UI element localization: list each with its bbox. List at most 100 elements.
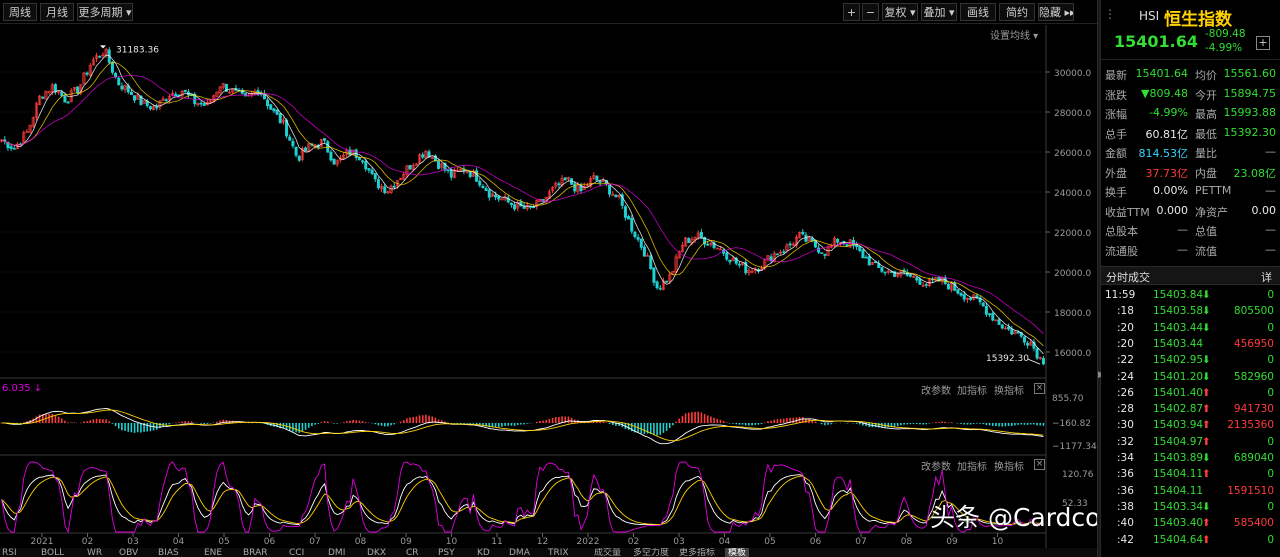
zoom-in-button[interactable]: + — [843, 3, 860, 21]
candle-body — [817, 247, 821, 253]
simple-button[interactable]: 简约 — [999, 3, 1035, 21]
candle-body — [196, 103, 200, 105]
candle-body — [209, 100, 213, 103]
overlay-button[interactable]: 叠加 ▾ — [921, 3, 957, 21]
macd-add-indicator-button[interactable]: 加指标 — [957, 386, 987, 397]
candle-body — [573, 183, 577, 192]
candle-body — [991, 313, 995, 321]
draw-line-button[interactable]: 画线 — [960, 3, 996, 21]
tick-arrow-icon: ⬆ — [1202, 517, 1211, 530]
quote-label-right: 流值 — [1195, 244, 1217, 258]
indicator-tab[interactable]: ENE — [204, 548, 223, 557]
candle-body — [630, 218, 634, 232]
week-button[interactable]: 周线 — [3, 3, 37, 21]
indicator-tab[interactable]: 多空力度 — [633, 548, 670, 557]
candle-body — [962, 294, 966, 300]
fuquan-button[interactable]: 复权 ▾ — [882, 3, 918, 21]
hide-button[interactable]: 隐藏 ▸▸ — [1038, 3, 1074, 21]
indicator-tab[interactable]: DMA — [509, 548, 530, 557]
x-tick-label: 12 — [537, 537, 548, 547]
candle-body — [633, 231, 637, 238]
tick-price: 15403.94 — [1153, 419, 1204, 432]
ma-line-10 — [1, 61, 1044, 347]
collapse-arrow-icon[interactable]: ▶ — [1098, 370, 1105, 384]
candle-body — [9, 146, 13, 149]
candle-body — [335, 160, 339, 165]
tick-volume: 0 — [1267, 468, 1274, 481]
macd-switch-indicator-button[interactable]: 换指标 — [994, 386, 1024, 397]
candle-body — [623, 206, 627, 218]
kline-chart[interactable]: 30000.0 28000.0 26000.0 24000.0 22000.0 20000… — [0, 0, 1097, 557]
indicator-tab[interactable]: DMI — [328, 548, 346, 557]
quote-label-left: 总手 — [1105, 127, 1127, 141]
quote-label-right: PETTM — [1195, 184, 1232, 197]
indicator-tab[interactable]: KD — [477, 548, 490, 557]
candle-body — [661, 280, 665, 290]
chart-toolbar: 周线 月线 更多周期 ▾ + − 复权 ▾ 叠加 ▾ 画线 简约 隐藏 ▸▸ — [0, 0, 1097, 24]
indicator-tab[interactable]: DKX — [367, 548, 386, 557]
candle-body — [785, 244, 789, 252]
candle-body — [668, 273, 672, 282]
ticks-detail-button[interactable]: 详 — [1261, 271, 1272, 284]
month-button[interactable]: 月线 — [40, 3, 74, 21]
candle-body — [988, 313, 992, 316]
candle-body — [117, 77, 121, 86]
indicator-tab[interactable]: TRIX — [548, 548, 569, 557]
candle-body — [402, 173, 406, 180]
candle-body — [924, 284, 928, 286]
indicator-tab[interactable]: PSY — [438, 548, 455, 557]
x-tick-label: 03 — [127, 537, 138, 547]
candle-body — [750, 271, 754, 273]
candle-body — [329, 151, 333, 161]
x-tick-label: 06 — [264, 537, 276, 547]
candle-body — [509, 202, 513, 205]
low-pointer-line — [1027, 358, 1041, 365]
candle-body — [528, 206, 532, 208]
indicator-tab[interactable]: WR — [87, 548, 103, 557]
indicator-tab[interactable]: CR — [406, 548, 419, 557]
kdj-close-icon[interactable]: × — [1034, 459, 1045, 470]
x-tick-label: 02 — [82, 537, 93, 547]
indicator-tab[interactable]: BOLL — [41, 548, 65, 557]
candle-body — [408, 164, 412, 170]
macd-param-button[interactable]: 改参数 — [921, 386, 951, 397]
indicator-tab[interactable]: BRAR — [243, 548, 268, 557]
candle-body — [646, 255, 650, 257]
macd-value-label: 6.035 ↓ — [2, 383, 43, 394]
high-value-label: 31183.36 — [116, 45, 159, 55]
menu-dots-icon[interactable]: ⋮ — [1104, 7, 1116, 21]
candle-body — [883, 271, 887, 274]
candle-body — [224, 83, 228, 92]
indicator-tab[interactable]: BIAS — [158, 548, 179, 557]
ma-line-5 — [1, 54, 1044, 355]
y-tick-label: 28000.0 — [1054, 109, 1091, 119]
indicator-tab[interactable]: RSI — [2, 548, 17, 557]
kdj-add-indicator-button[interactable]: 加指标 — [957, 462, 987, 473]
candle-body — [91, 59, 95, 66]
x-tick-label: 08 — [901, 537, 913, 547]
tick-volume: 805500 — [1233, 305, 1274, 318]
macd-close-icon[interactable]: × — [1034, 383, 1045, 394]
kdj-y-tick-label: 52.33 — [1062, 499, 1088, 509]
zoom-out-button[interactable]: − — [862, 3, 879, 21]
kdj-param-button[interactable]: 改参数 — [921, 462, 951, 473]
indicator-tab[interactable]: 模板 — [725, 548, 750, 557]
candle-body — [31, 117, 35, 127]
candle-body — [465, 171, 469, 173]
price-change: -809.48 — [1205, 28, 1246, 40]
indicator-tab[interactable]: CCI — [289, 548, 305, 557]
indicator-tab[interactable]: 更多指标 — [679, 548, 716, 557]
more-period-button[interactable]: 更多周期 ▾ — [77, 3, 133, 21]
kdj-y-tick-label: 120.76 — [1062, 470, 1094, 480]
tick-price: 15402.87 — [1153, 403, 1204, 416]
candle-body — [728, 259, 732, 263]
add-watchlist-icon[interactable]: + — [1256, 36, 1270, 50]
candle-body — [41, 96, 45, 99]
candle-body — [221, 83, 225, 88]
ma-settings-button[interactable]: 设置均线 ▾ — [990, 31, 1039, 42]
candle-body — [1026, 342, 1030, 346]
tick-time: :28 — [1117, 403, 1134, 416]
kdj-switch-indicator-button[interactable]: 换指标 — [994, 462, 1024, 473]
indicator-tab[interactable]: OBV — [119, 548, 139, 557]
indicator-tab[interactable]: 成交量 — [594, 548, 622, 557]
